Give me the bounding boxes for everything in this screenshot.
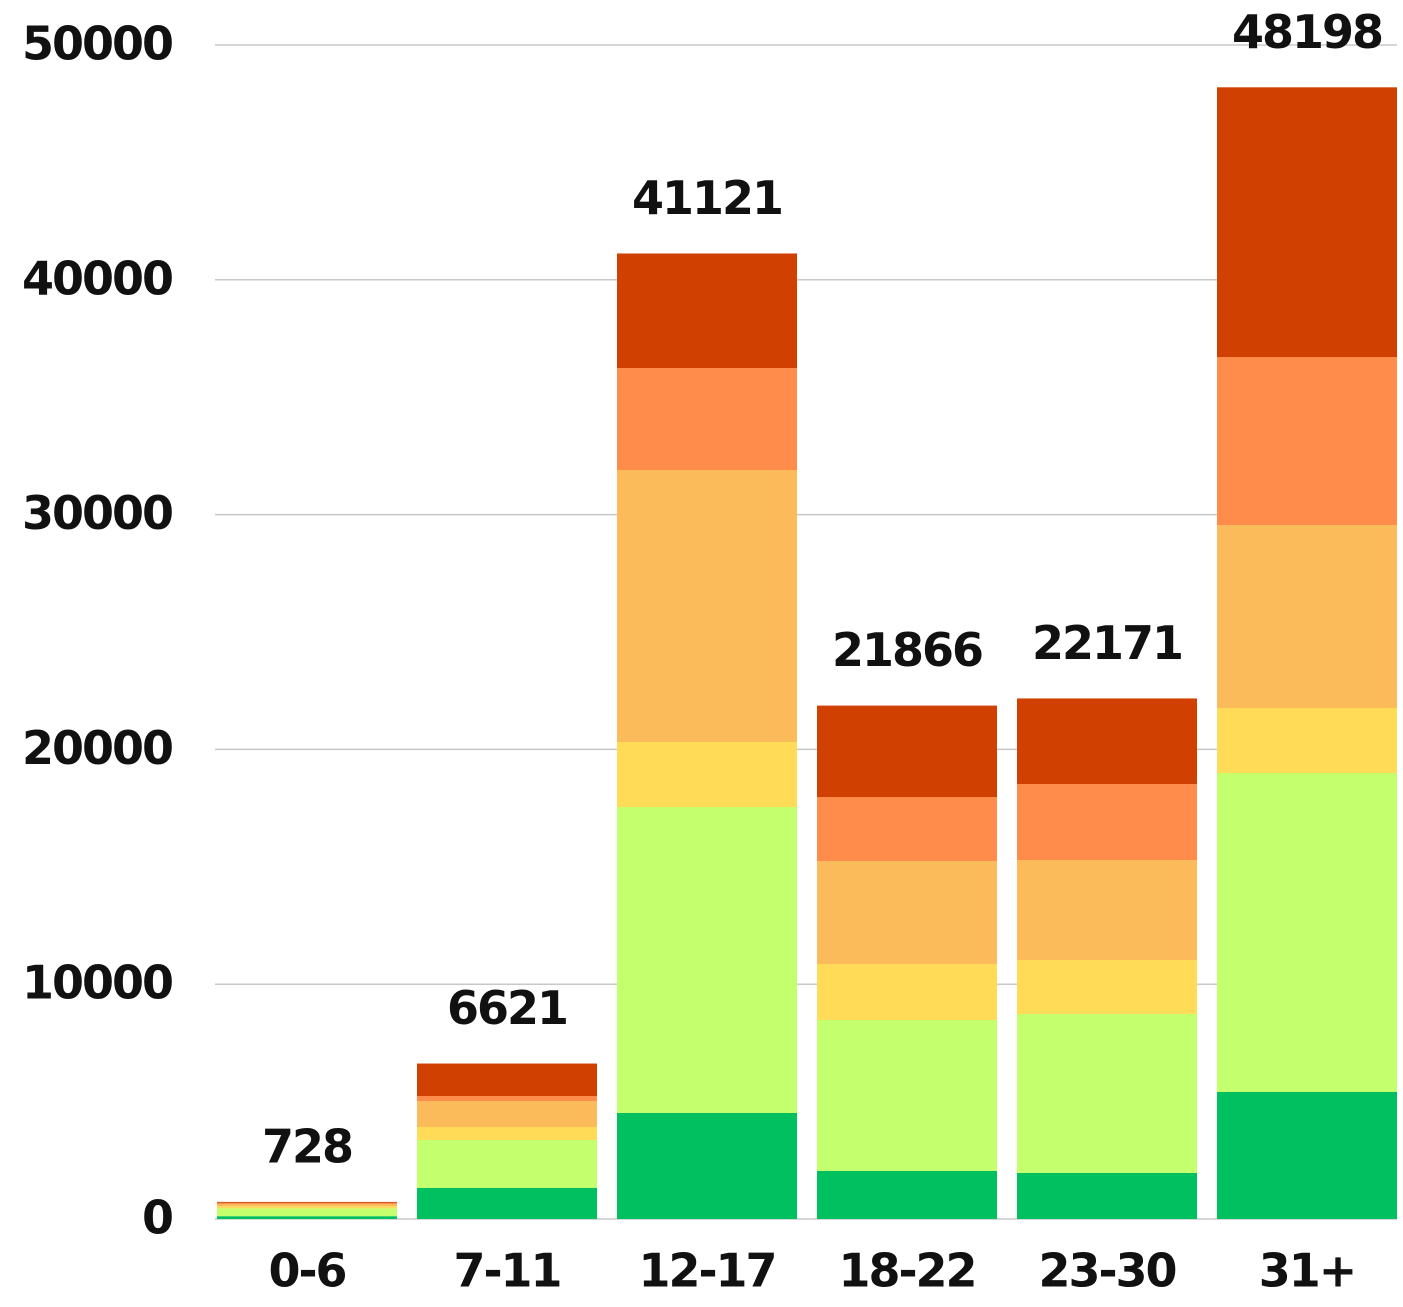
bar-segment <box>617 368 797 471</box>
total-label: 6621 <box>447 981 567 1035</box>
y-tick-label: 20000 <box>22 721 172 775</box>
y-tick-label: 50000 <box>22 17 172 71</box>
bar-segment <box>217 1202 397 1204</box>
bar-segment <box>1017 1173 1197 1219</box>
bar-segment <box>417 1096 597 1102</box>
total-label: 22171 <box>1032 616 1182 670</box>
bar-segment <box>817 1171 997 1219</box>
bar-segment <box>1217 1091 1397 1219</box>
bar-segment <box>417 1188 597 1219</box>
total-label: 728 <box>262 1119 352 1173</box>
total-label: 41121 <box>632 171 782 225</box>
bar-segment <box>1217 525 1397 709</box>
bar-segment <box>1217 772 1397 1092</box>
x-tick-label: 18-22 <box>838 1244 975 1298</box>
bar-segment <box>417 1140 597 1189</box>
bar-segment <box>217 1203 397 1207</box>
bar-segment <box>617 253 797 369</box>
bar-segment <box>617 470 797 743</box>
bar-segment <box>817 796 997 862</box>
bar-segment <box>1017 1013 1197 1174</box>
bar-segment <box>417 1101 597 1128</box>
bar-segment <box>1017 859 1197 960</box>
y-tick-label: 0 <box>142 1191 172 1245</box>
bar-segment <box>1217 357 1397 526</box>
x-tick-label: 12-17 <box>638 1244 775 1298</box>
bar-segment <box>1017 783 1197 860</box>
bar-segment <box>1017 698 1197 784</box>
bar-segment <box>1217 708 1397 773</box>
y-tick-label: 10000 <box>22 956 172 1010</box>
bar-segment <box>817 861 997 965</box>
bar-segment <box>817 705 997 797</box>
bar-segment <box>217 1208 397 1217</box>
bar-segment <box>617 1112 797 1219</box>
x-tick-label: 31+ <box>1259 1244 1356 1298</box>
x-tick-label: 23-30 <box>1038 1244 1175 1298</box>
bar-segment <box>617 806 797 1113</box>
bar-segment <box>417 1127 597 1141</box>
bar-segment <box>1217 87 1397 358</box>
x-tick-label: 7-11 <box>453 1244 560 1298</box>
x-tick-label: 0-6 <box>268 1244 345 1298</box>
total-label: 21866 <box>832 623 982 677</box>
total-label: 48198 <box>1232 5 1382 59</box>
bar-segment <box>617 742 797 807</box>
bar-segment <box>1017 959 1197 1014</box>
bar-segment <box>217 1201 397 1203</box>
bar-segment <box>417 1063 597 1097</box>
bar-segment <box>217 1216 397 1219</box>
bar-segment <box>817 1020 997 1172</box>
bar-segment <box>217 1206 397 1209</box>
y-tick-label: 40000 <box>22 251 172 305</box>
y-tick-label: 30000 <box>22 486 172 540</box>
bar-segment <box>817 964 997 1021</box>
